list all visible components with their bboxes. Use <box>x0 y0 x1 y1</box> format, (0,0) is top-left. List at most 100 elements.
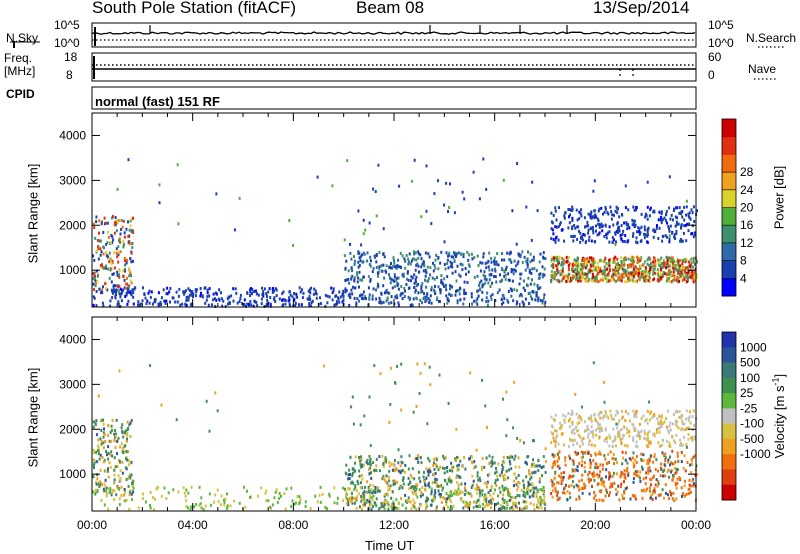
velocity-cell <box>649 412 652 416</box>
power-cell <box>397 258 400 262</box>
velocity-cell <box>108 461 111 465</box>
velocity-cell <box>684 427 687 431</box>
velocity-cell <box>639 470 642 474</box>
power-cell <box>437 179 439 183</box>
velocity-cell <box>370 489 373 493</box>
power-cell <box>594 266 597 270</box>
power-cell <box>617 272 620 276</box>
velocity-cell <box>594 466 597 470</box>
power-cell <box>429 294 432 298</box>
velocity-cell <box>118 497 121 501</box>
power-cell <box>490 297 493 301</box>
velocity-cell <box>525 500 528 504</box>
velocity-cell <box>131 481 133 485</box>
velocity-cell <box>366 462 369 466</box>
power-cell <box>358 256 361 260</box>
power-cell <box>478 283 481 287</box>
velocity-cell <box>372 504 374 508</box>
velocity-cell <box>654 483 657 487</box>
power-cell <box>620 276 623 280</box>
velocity-cell <box>396 468 399 472</box>
power-cell <box>467 270 470 274</box>
power-cell <box>363 296 366 300</box>
power-cell <box>421 290 424 293</box>
velocity-cell <box>449 498 451 501</box>
velocity-cell <box>299 498 302 502</box>
power-cell <box>624 234 627 237</box>
power-cell <box>558 255 561 259</box>
power-cell <box>176 300 179 304</box>
power-cell <box>403 295 406 298</box>
velocity-cell <box>588 492 591 496</box>
power-cell <box>308 304 311 308</box>
velocity-cell <box>518 494 521 498</box>
power-cell <box>659 218 662 222</box>
velocity-cell <box>384 456 387 460</box>
power-cell <box>578 210 581 214</box>
velocity-cell <box>523 506 526 510</box>
power-cell <box>117 289 120 293</box>
power-cell <box>250 287 252 290</box>
velocity-cell <box>688 415 691 419</box>
power-cell <box>415 263 418 267</box>
power-cell <box>123 278 126 282</box>
power-cell <box>674 206 677 210</box>
power-cell <box>481 298 484 302</box>
velocity-cell <box>375 497 378 501</box>
power-cell <box>385 264 388 268</box>
velocity-cell <box>463 493 466 496</box>
velocity-cell <box>597 413 600 417</box>
power-cell <box>488 251 491 255</box>
velocity-cell <box>451 493 453 497</box>
velocity-cell <box>624 473 627 477</box>
power-cell <box>392 259 395 263</box>
power-cell <box>588 260 590 263</box>
velocity-cell <box>526 505 529 509</box>
velocity-cell <box>124 449 126 453</box>
power-cell <box>555 218 558 222</box>
velocity-cell <box>105 489 108 492</box>
power-cell <box>382 263 385 267</box>
power-cell <box>605 279 608 283</box>
nsky-series-line <box>91 31 696 35</box>
velocity-cell <box>673 462 676 466</box>
power-cell <box>130 279 132 283</box>
power-cell <box>348 303 351 307</box>
velocity-cell <box>600 490 602 494</box>
power-cell <box>463 297 466 301</box>
power-cell <box>185 303 188 307</box>
velocity-cell <box>649 410 652 414</box>
velocity-cell <box>441 466 444 470</box>
velocity-cell <box>648 430 651 434</box>
power-cell <box>590 216 593 219</box>
power-cell <box>117 250 120 254</box>
power-cell <box>204 301 207 305</box>
velocity-cell <box>390 496 393 500</box>
velocity-cell <box>406 500 409 504</box>
velocity-cell <box>372 494 375 498</box>
velocity-cell <box>653 487 656 491</box>
velocity-cell <box>671 478 674 482</box>
power-cell <box>459 274 462 278</box>
power-cell <box>615 205 618 209</box>
power-cell <box>671 274 674 278</box>
velocity-cell <box>115 493 118 497</box>
velocity-cell <box>420 491 423 495</box>
power-cell <box>492 275 495 278</box>
power-cell <box>401 254 404 258</box>
velocity-cell <box>119 469 122 473</box>
power-cell <box>684 260 687 264</box>
power-cell <box>390 277 393 281</box>
velocity-cell <box>486 426 488 429</box>
power-cell <box>671 258 674 262</box>
power-cell <box>550 259 553 263</box>
velocity-cell <box>363 499 366 503</box>
power-cell <box>617 262 620 266</box>
power-cell <box>104 221 107 225</box>
power-colorbar-swatch <box>722 225 736 244</box>
velocity-cell <box>100 481 103 485</box>
velocity-cell <box>530 475 533 479</box>
power-cell <box>661 239 664 243</box>
power-cell <box>128 267 130 271</box>
velocity-cell <box>542 455 545 459</box>
